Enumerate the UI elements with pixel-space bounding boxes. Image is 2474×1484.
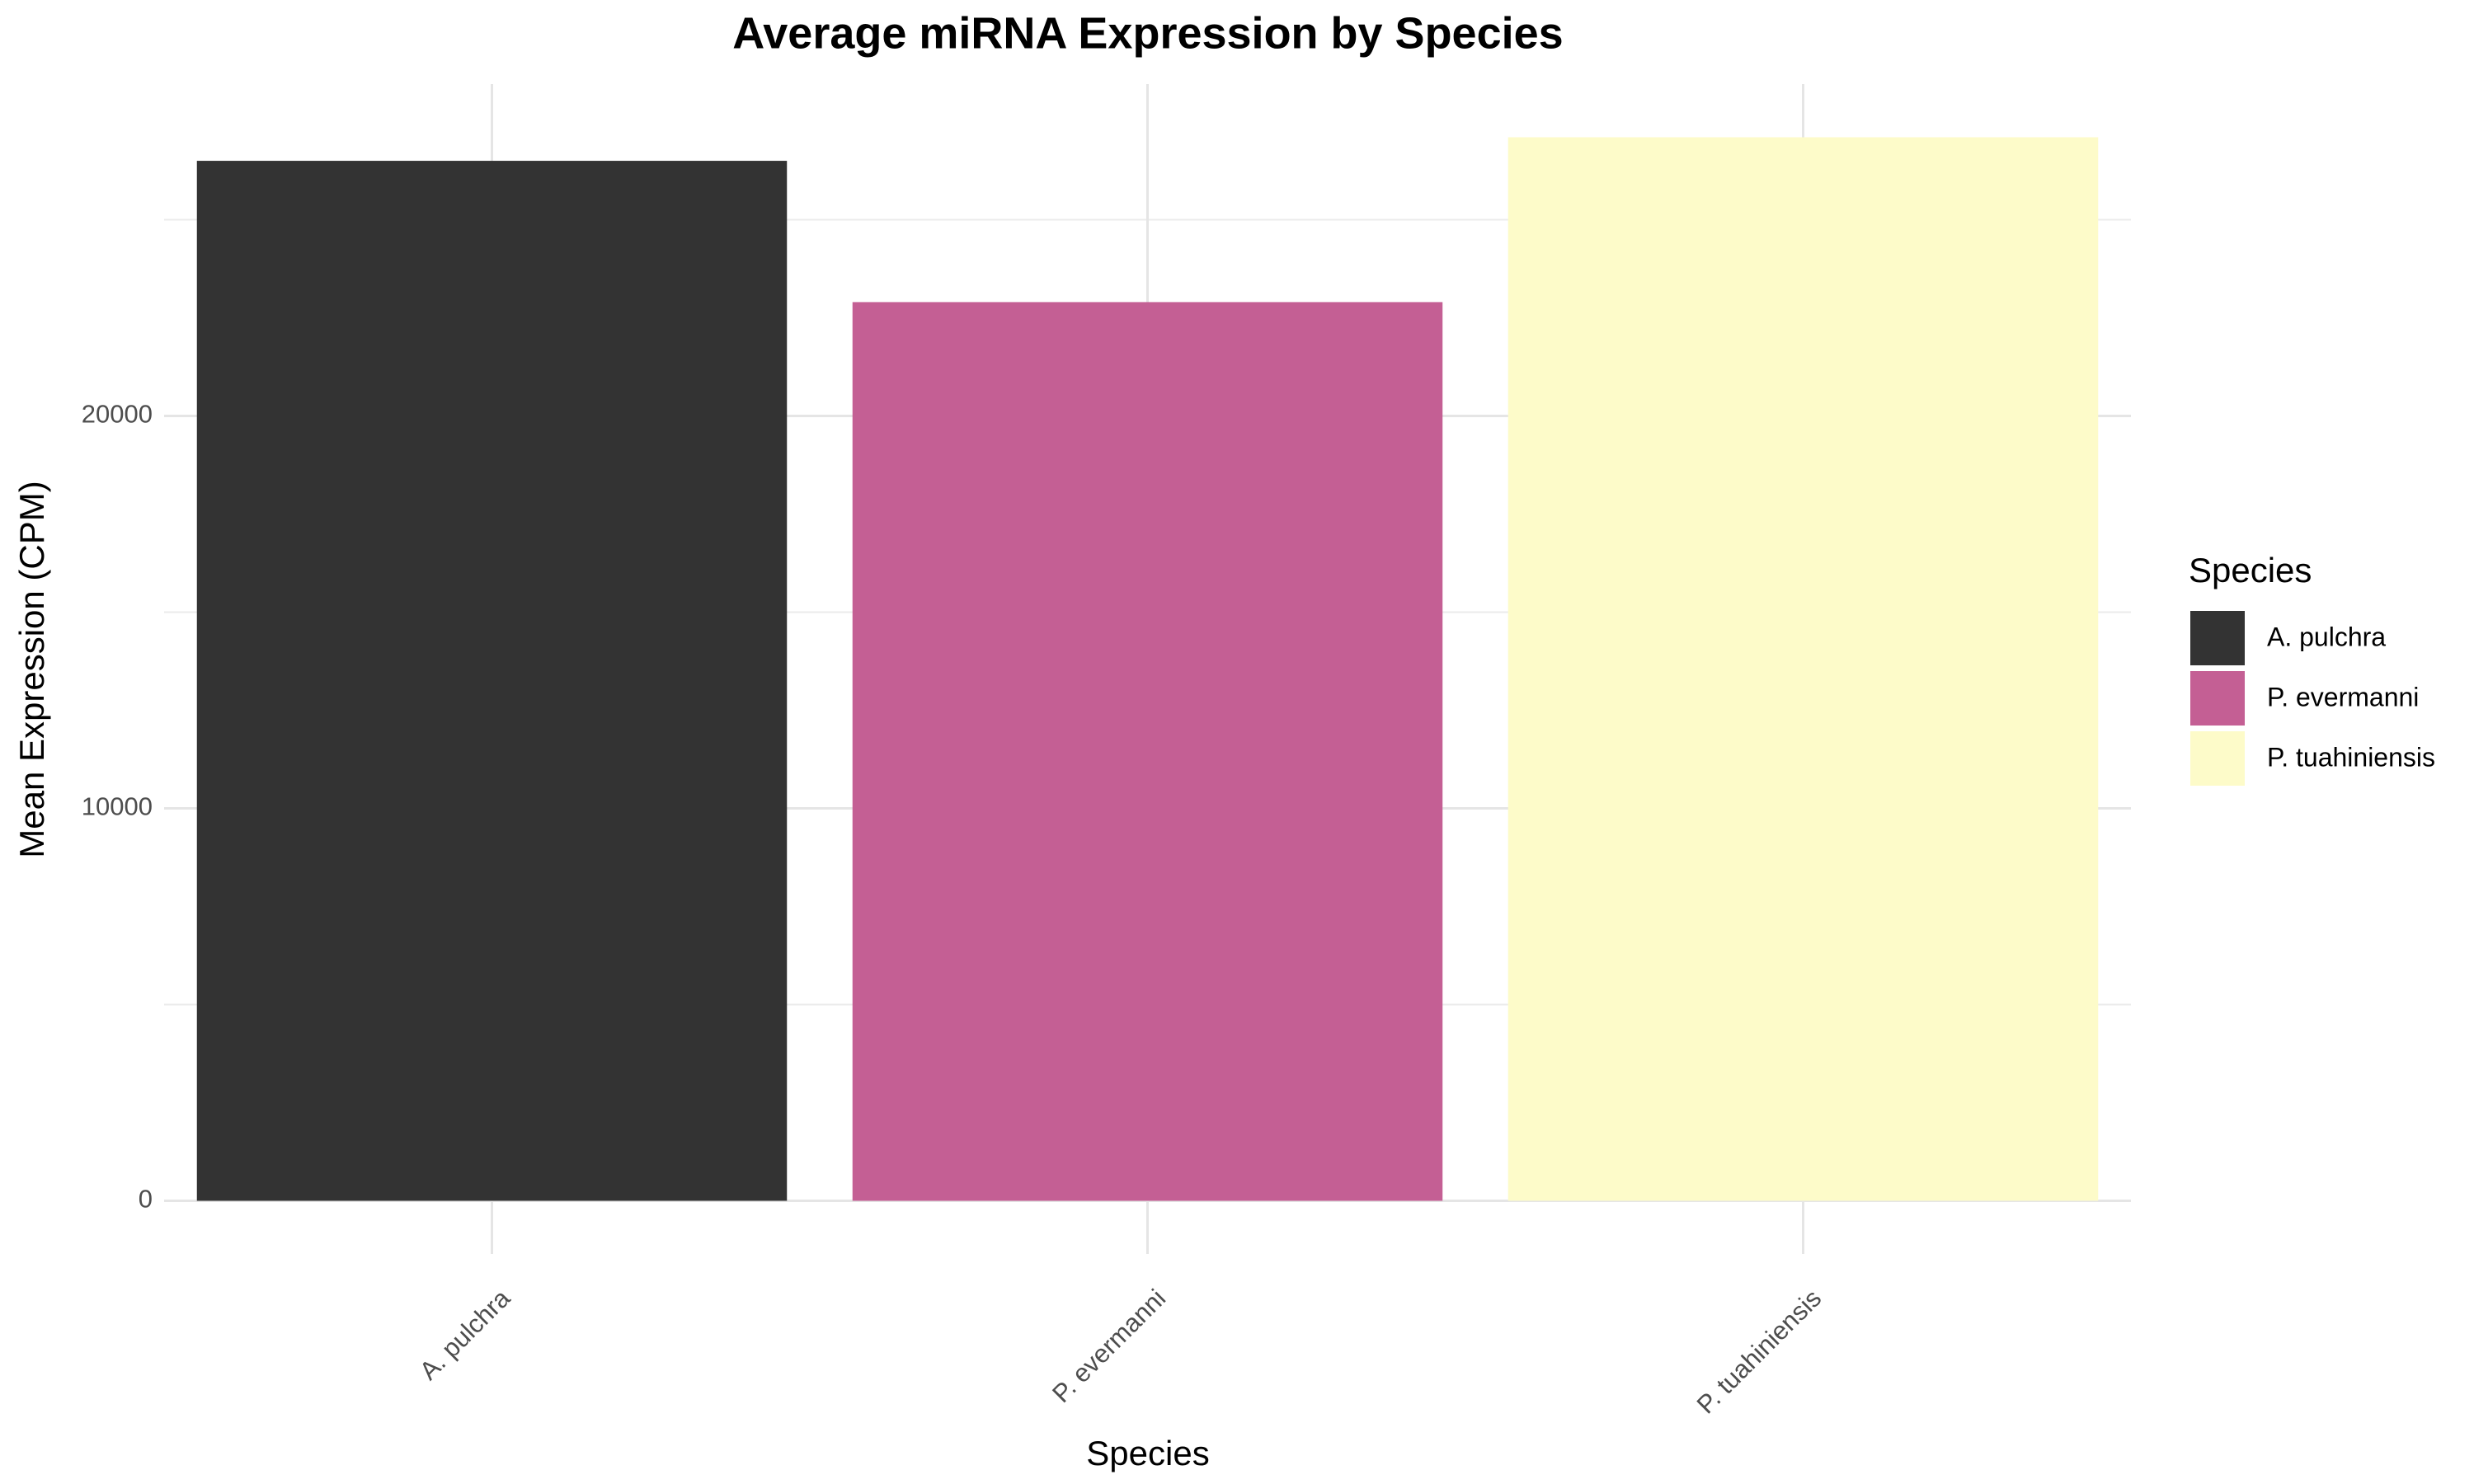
chart-title: Average miRNA Expression by Species <box>732 8 1563 58</box>
legend-label: P. tuahiniensis <box>2267 742 2435 772</box>
x-tick-label: P. tuahiniensis <box>1691 1284 1827 1419</box>
x-tick-label: P. evermanni <box>1047 1284 1171 1408</box>
legend-swatch <box>2190 611 2245 665</box>
bar <box>1507 137 2099 1201</box>
y-tick-label: 0 <box>139 1185 153 1214</box>
x-tick-label: A. pulchra <box>414 1283 516 1385</box>
legend-label: P. evermanni <box>2267 682 2419 711</box>
legend-label: A. pulchra <box>2267 622 2386 651</box>
y-tick-label: 10000 <box>82 792 153 821</box>
y-axis-title: Mean Expression (CPM) <box>12 481 51 857</box>
legend-swatch <box>2190 671 2245 726</box>
x-axis-title: Species <box>1086 1434 1209 1472</box>
bar <box>196 161 788 1201</box>
legend-swatch <box>2190 731 2245 786</box>
y-tick-label: 20000 <box>82 400 153 429</box>
legend-title: Species <box>2189 551 2312 589</box>
bar <box>852 302 1443 1201</box>
